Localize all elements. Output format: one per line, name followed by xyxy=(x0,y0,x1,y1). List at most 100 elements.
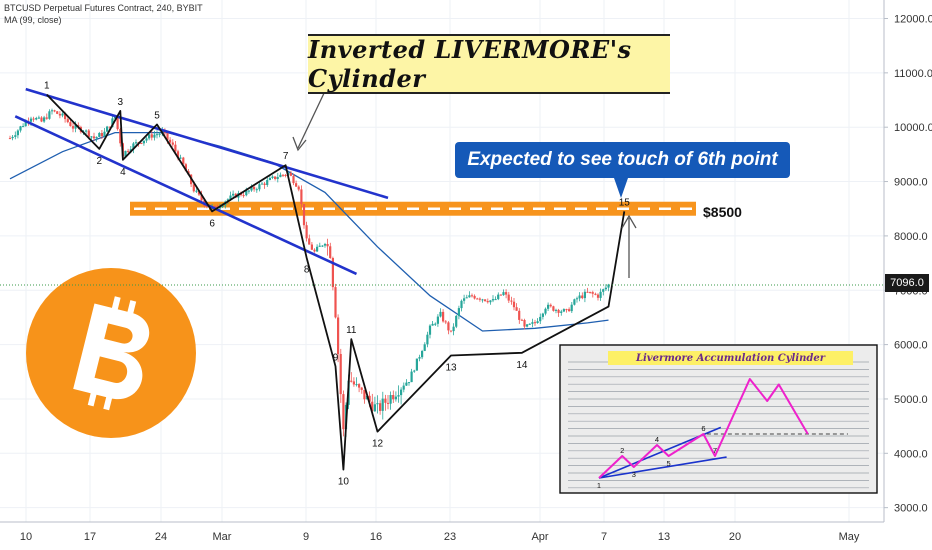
candle-body-2 xyxy=(14,135,17,137)
candle-body-93 xyxy=(253,186,256,190)
x-tick-label-7: Apr xyxy=(531,531,548,543)
wave-label-2: 2 xyxy=(97,156,103,167)
candle-body-70 xyxy=(192,184,195,192)
candle-body-81 xyxy=(221,205,224,207)
candle-body-219 xyxy=(583,291,586,299)
candle-body-224 xyxy=(596,294,600,298)
y-tick-label-0: 3000.0 xyxy=(894,503,928,515)
candle-body-124 xyxy=(334,287,337,318)
wave-label-6: 6 xyxy=(209,218,215,229)
candle-body-92 xyxy=(250,186,253,191)
candle-body-102 xyxy=(276,177,279,179)
wave-label-7: 7 xyxy=(283,151,289,162)
candle-body-223 xyxy=(594,293,597,295)
candle-body-198 xyxy=(528,323,531,325)
candle-body-105 xyxy=(284,175,287,176)
candle-body-112 xyxy=(302,204,306,226)
wave-label-13: 13 xyxy=(445,363,457,374)
inset-label-6: 6 xyxy=(701,424,705,433)
candle-body-227 xyxy=(604,287,607,290)
candle-body-140 xyxy=(376,403,379,405)
candle-body-182 xyxy=(486,301,489,303)
candle-body-187 xyxy=(499,294,502,296)
candle-body-218 xyxy=(581,295,584,299)
candle-body-37 xyxy=(106,126,109,132)
candle-body-123 xyxy=(331,258,334,288)
candle-body-97 xyxy=(263,183,266,185)
candle-body-109 xyxy=(295,183,298,187)
candle-body-203 xyxy=(541,313,544,317)
candle-body-169 xyxy=(452,326,455,332)
channel-lines xyxy=(14,87,389,276)
candle-body-24 xyxy=(71,126,75,129)
candle-body-6 xyxy=(24,121,27,127)
candle-body-0 xyxy=(8,138,12,140)
inset-path xyxy=(598,378,809,479)
candle-body-117 xyxy=(316,246,319,252)
candle-body-60 xyxy=(166,133,169,140)
annotation-arrows xyxy=(292,88,637,278)
candle-body-115 xyxy=(310,244,313,250)
candle-body-21 xyxy=(64,113,67,120)
candle-body-8 xyxy=(29,118,33,122)
wave-label-1: 1 xyxy=(44,81,50,92)
candle-body-209 xyxy=(557,309,560,313)
candle-body-172 xyxy=(460,300,463,309)
callout-pointer xyxy=(614,178,628,198)
candle-body-15 xyxy=(48,111,51,119)
candle-body-191 xyxy=(510,300,513,302)
candle-body-55 xyxy=(153,134,156,138)
candle-body-13 xyxy=(43,117,46,122)
candle-body-12 xyxy=(40,117,43,122)
candle-body-122 xyxy=(329,246,332,258)
candle-body-133 xyxy=(358,384,361,388)
channel-line-1 xyxy=(14,115,358,276)
candle-body-179 xyxy=(478,298,481,300)
candle-body-165 xyxy=(442,311,445,322)
candle-body-148 xyxy=(397,395,400,397)
candle-body-33 xyxy=(95,136,98,139)
candle-body-184 xyxy=(491,299,495,301)
wave-label-14: 14 xyxy=(516,360,528,371)
candle-body-197 xyxy=(526,324,529,327)
candle-body-107 xyxy=(289,173,292,176)
candle-body-190 xyxy=(507,294,510,301)
candle-body-84 xyxy=(229,195,232,200)
candle-body-211 xyxy=(562,309,565,312)
candle-body-196 xyxy=(523,320,526,327)
b-tick-bl xyxy=(87,391,97,407)
candle-body-134 xyxy=(360,387,363,390)
candle-body-216 xyxy=(575,298,579,300)
y-tick-label-1: 4000.0 xyxy=(894,448,928,460)
candle-body-52 xyxy=(145,138,148,141)
candle-body-25 xyxy=(74,125,77,129)
candle-body-118 xyxy=(318,245,321,247)
candle-body-54 xyxy=(150,134,153,138)
candle-body-208 xyxy=(554,309,558,311)
y-tick-label-2: 5000.0 xyxy=(894,394,928,406)
moving-average xyxy=(9,131,609,332)
inset-label-5: 5 xyxy=(667,459,671,468)
candle-body-195 xyxy=(520,319,523,321)
bitcoin-logo xyxy=(26,268,196,438)
inset-label-4: 4 xyxy=(655,435,659,444)
candle-body-154 xyxy=(413,370,416,372)
candle-body-99 xyxy=(268,178,271,180)
b-tick-tr xyxy=(126,300,137,316)
x-tick-label-6: 23 xyxy=(444,531,456,543)
candle-body-215 xyxy=(573,299,576,305)
price-tag: 7096.0 xyxy=(885,274,929,292)
candle-body-178 xyxy=(476,298,479,300)
candle-body-126 xyxy=(339,354,342,395)
candle-body-159 xyxy=(426,334,429,345)
candle-body-5 xyxy=(22,126,25,128)
candle-body-91 xyxy=(247,190,250,192)
candle-body-177 xyxy=(473,295,476,299)
candle-body-94 xyxy=(255,189,258,191)
candle-body-166 xyxy=(444,321,447,323)
candle-body-66 xyxy=(182,157,185,165)
candle-body-137 xyxy=(368,395,371,402)
candle-body-11 xyxy=(37,117,40,119)
x-tick-label-11: May xyxy=(839,531,860,543)
x-tick-label-8: 7 xyxy=(601,531,607,543)
